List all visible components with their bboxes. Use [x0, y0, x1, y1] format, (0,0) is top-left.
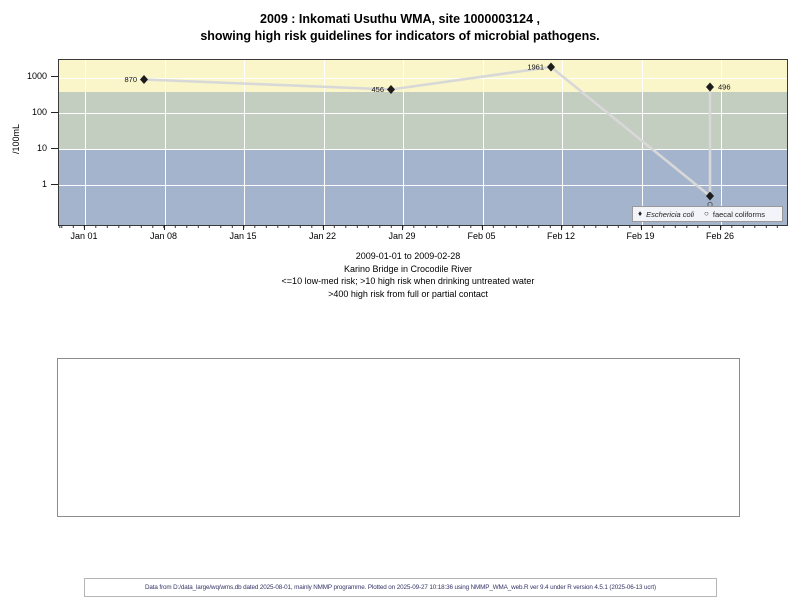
y-tick-label: 10 — [36, 143, 47, 153]
y-tick-1 — [51, 184, 58, 185]
ecoli-line — [142, 65, 712, 198]
ecoli-point — [706, 191, 714, 201]
y-tick-10 — [51, 148, 58, 149]
x-tick-label: Jan 22 — [308, 231, 337, 241]
subtitle-site-name: Karino Bridge in Crocodile River — [343, 263, 473, 274]
x-tick-label: Feb 12 — [546, 231, 576, 241]
point-label: 1961 — [527, 63, 544, 72]
empty-panel — [57, 358, 740, 517]
gridline-vertical — [164, 60, 166, 225]
subtitle-block: 2009-01-01 to 2009-02-28 Karino Bridge i… — [22, 250, 794, 300]
y-tick-label: 100 — [31, 107, 47, 117]
footer-box: Data from D:/data_large/wq/wms.db dated … — [84, 578, 717, 597]
risk-band-drinking — [59, 91, 787, 150]
x-tick-label: Feb 05 — [467, 231, 496, 241]
y-tick-100 — [51, 112, 58, 113]
subtitle-risk-note-2: >400 high risk from full or partial cont… — [328, 288, 488, 299]
data-layer: 870 456 1961 496 — [124, 62, 731, 208]
legend-label-ecoli: Eschericia coli — [646, 209, 695, 219]
footer-provenance-text: Data from D:/data_large/wq/wms.db dated … — [144, 584, 656, 591]
x-tick — [243, 225, 244, 230]
legend: ♦ Eschericia coli ○ faecal coliforms — [632, 206, 783, 222]
gridline-vertical — [323, 60, 325, 225]
gridline-vertical — [403, 60, 404, 225]
ecoli-point — [140, 75, 148, 84]
legend-label-faecal-coliforms: faecal coliforms — [712, 209, 765, 219]
point-label: 870 — [124, 75, 137, 84]
x-tick — [640, 225, 642, 230]
chart-title-line2: showing high risk guidelines for indicat… — [200, 29, 600, 43]
y-tick-1000 — [51, 76, 58, 77]
ecoli-point — [387, 85, 395, 94]
subtitle-risk-note-1: <=10 low-med risk; >10 high risk when dr… — [281, 276, 535, 286]
x-tick-label: Jan 29 — [388, 231, 416, 241]
gridline-horizontal — [59, 185, 787, 186]
y-axis-title: /100mL — [11, 123, 21, 155]
chart-title-line1: 2009 : Inkomati Usuthu WMA, site 1000003… — [260, 12, 540, 26]
x-tick — [84, 225, 85, 230]
gridline-horizontal — [59, 149, 787, 151]
y-tick-label: 1 — [41, 179, 47, 189]
x-axis-minor-ticks — [58, 225, 787, 228]
y-tick-label: 1000 — [26, 71, 47, 81]
subtitle-date-range: 2009-01-01 to 2009-02-28 — [355, 251, 461, 261]
plot-area: 870 456 1961 496 — [58, 59, 788, 226]
gridline-vertical — [482, 60, 484, 225]
chart-title: 2009 : Inkomati Usuthu WMA, site 1000003… — [0, 11, 800, 45]
gridline-vertical — [85, 60, 86, 225]
point-label: 496 — [718, 83, 731, 92]
x-tick — [163, 225, 165, 230]
x-tick-label: Feb 26 — [705, 231, 735, 241]
x-tick — [402, 225, 403, 230]
x-tick-label: Jan 01 — [70, 231, 98, 241]
open-circle-icon: ○ — [704, 209, 709, 218]
gridline-vertical — [562, 60, 563, 225]
x-tick — [720, 225, 721, 230]
filled-diamond-icon: ♦ — [638, 209, 643, 218]
x-tick — [561, 225, 562, 230]
risk-band-high-contact — [59, 60, 787, 92]
x-tick-label: Jan 15 — [229, 231, 257, 241]
x-tick-label: Jan 08 — [149, 231, 178, 241]
point-label: 456 — [371, 85, 384, 94]
ecoli-point — [706, 82, 714, 92]
ecoli-point — [547, 62, 555, 72]
gridline-vertical — [721, 60, 722, 225]
gridline-horizontal — [59, 113, 787, 115]
gridline-horizontal — [59, 77, 787, 79]
x-tick-label: Feb 19 — [626, 231, 655, 241]
gridline-vertical — [244, 60, 245, 225]
x-tick — [481, 225, 483, 230]
x-tick — [322, 225, 324, 230]
